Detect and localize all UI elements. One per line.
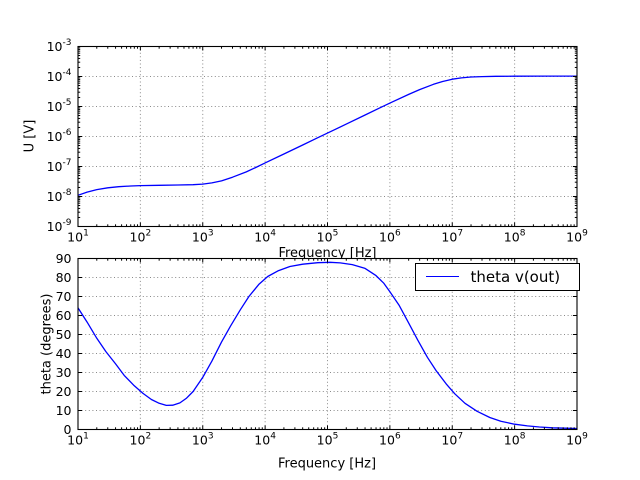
magnitude-tick-label: 108 xyxy=(504,229,526,245)
magnitude-tick-label: 109 xyxy=(566,229,588,245)
magnitude-plot-svg: 101 102 103 104 105 106 107 108 109 10-3 10-4 10-5 1… xyxy=(47,38,588,245)
phase-ylabel: theta (degrees) xyxy=(39,293,55,395)
phase-tick-label: 101 xyxy=(67,432,89,448)
phase-tick-labels: 101 102 103 104 105 106 107 108 109 0 10 20 30 40 50 60… xyxy=(56,251,588,448)
legend-box: theta v(out) xyxy=(414,262,580,291)
magnitude-tick-label: 10-8 xyxy=(47,188,72,204)
magnitude-grid xyxy=(78,46,577,227)
phase-tick-label: 60 xyxy=(56,308,72,323)
phase-ticks xyxy=(77,258,578,430)
magnitude-ylabel: U [V] xyxy=(22,119,38,153)
magnitude-tick-label: 10-3 xyxy=(47,38,72,54)
phase-tick-label: 102 xyxy=(130,432,152,448)
phase-tick-label: 104 xyxy=(254,432,276,448)
magnitude-xlabel: Frequency [Hz] xyxy=(278,246,377,259)
magnitude-tick-label: 106 xyxy=(379,229,401,245)
magnitude-axes: 101 102 103 104 105 106 107 108 109 10-3 10-4 10-5 1… xyxy=(47,38,588,245)
phase-curve xyxy=(78,261,577,430)
magnitude-tick-label: 102 xyxy=(130,229,152,245)
magnitude-tick-label: 10-9 xyxy=(47,218,72,234)
magnitude-curve xyxy=(78,75,577,196)
magnitude-tick-label: 10-6 xyxy=(47,128,72,144)
phase-tick-label: 106 xyxy=(379,432,401,448)
magnitude-tick-label: 103 xyxy=(192,229,214,245)
magnitude-xlabel-clipped: Frequency [Hz] xyxy=(78,246,577,259)
phase-tick-label: 0 xyxy=(64,422,72,437)
phase-tick-label: 108 xyxy=(504,432,526,448)
legend-line-sample xyxy=(425,276,459,277)
phase-grid xyxy=(78,258,577,430)
phase-tick-label: 10 xyxy=(56,403,72,418)
phase-tick-label: 105 xyxy=(317,432,339,448)
phase-tick-label: 70 xyxy=(56,289,72,304)
magnitude-tick-label: 10-5 xyxy=(47,98,72,114)
magnitude-ticks xyxy=(77,46,578,227)
phase-tick-label: 30 xyxy=(56,365,72,380)
legend-label: theta v(out) xyxy=(470,267,561,286)
phase-tick-label: 90 xyxy=(56,251,72,266)
magnitude-tick-label: 101 xyxy=(67,229,89,245)
magnitude-tick-labels: 101 102 103 104 105 106 107 108 109 10-3 10-4 10-5 1… xyxy=(47,38,588,245)
phase-tick-label: 107 xyxy=(441,432,463,448)
phase-xlabel: Frequency [Hz] xyxy=(277,456,377,472)
magnitude-tick-label: 105 xyxy=(317,229,339,245)
phase-tick-label: 50 xyxy=(56,327,72,342)
magnitude-tick-label: 107 xyxy=(441,229,463,245)
magnitude-tick-label: 104 xyxy=(254,229,276,245)
magnitude-tick-label: 10-4 xyxy=(47,68,72,84)
phase-tick-label: 109 xyxy=(566,432,588,448)
phase-tick-label: 103 xyxy=(192,432,214,448)
phase-tick-label: 40 xyxy=(56,346,72,361)
phase-tick-label: 20 xyxy=(56,384,72,399)
phase-tick-label: 80 xyxy=(56,270,72,285)
magnitude-tick-label: 10-7 xyxy=(47,158,72,174)
